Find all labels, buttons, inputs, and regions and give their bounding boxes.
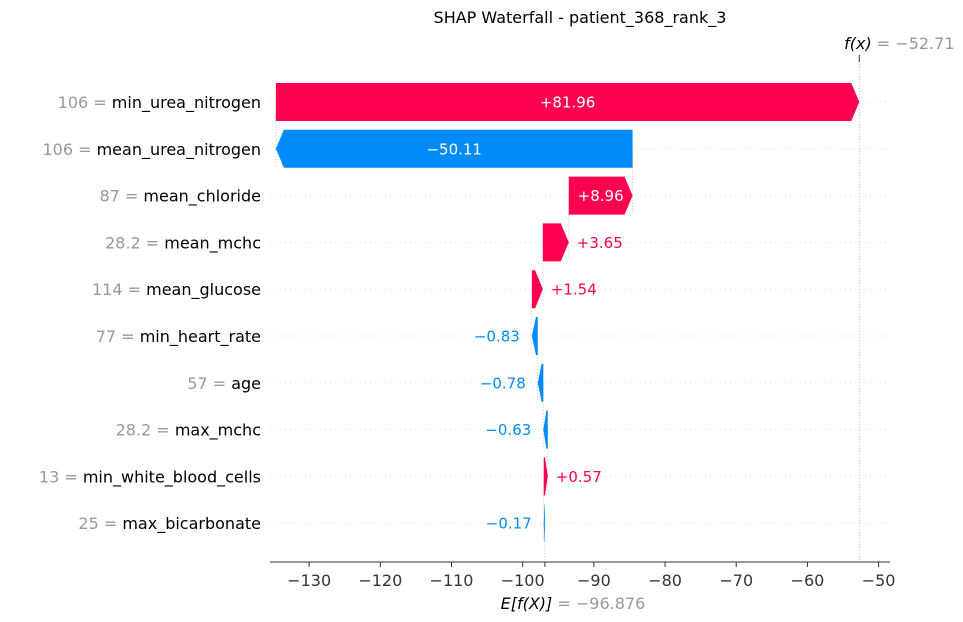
x-tick-label: −90 [577,571,611,590]
bar-value-label: +8.96 [578,187,624,205]
feature-name: max_bicarbonate [122,514,261,534]
feature-label: 28.2 = mean_mchc [105,233,261,253]
feature-value: 114 = [92,280,146,299]
feature-label: 28.2 = max_mchc [116,421,261,441]
feature-label: 114 = mean_glucose [92,280,261,300]
feature-label: 77 = min_heart_rate [96,327,261,347]
feature-name: mean_glucose [146,280,261,300]
feature-name: max_mchc [175,421,261,441]
feature-value: 77 = [96,327,140,346]
bars-group: +81.96 −50.11 +8.96 +3.65 +1.54 −0.83 −0.78 −0.… [275,83,860,543]
base-value-number: = −96.876 [557,594,645,613]
feature-label: 13 = min_white_blood_cells [39,467,261,487]
feature-name: min_urea_nitrogen [112,93,261,113]
x-tick-label: −60 [791,571,825,590]
feature-label: 87 = mean_chloride [99,187,261,207]
bar-value-label: −0.63 [485,421,531,439]
waterfall-bar [275,129,633,168]
waterfall-bar [531,270,543,309]
feature-label: 57 = age [187,374,261,393]
base-value-expr: E[f(X)] [501,594,558,613]
feature-value: 87 = [99,187,143,206]
waterfall-bar [543,457,548,496]
feature-name: min_white_blood_cells [83,467,261,487]
feature-value: 28.2 = [105,233,164,252]
feature-name: mean_urea_nitrogen [97,140,261,160]
feature-value: 106 = [42,140,96,159]
bar-value-label: +3.65 [577,234,623,252]
feature-value: 25 = [78,514,122,533]
x-tick-label: −50 [862,571,896,590]
feature-value: 28.2 = [116,421,175,440]
x-tick-label: −70 [719,571,753,590]
waterfall-bar [537,363,544,402]
feature-label: 106 = mean_urea_nitrogen [42,140,261,160]
bar-value-label: −0.78 [480,374,526,392]
bar-value-label: +1.54 [551,281,597,299]
output-value-number: = −52.71 [877,34,955,53]
waterfall-bar [542,223,569,262]
feature-value: 106 = [58,93,112,112]
feature-name: age [231,374,261,393]
x-tick-label: −110 [430,571,474,590]
x-tick-label: −120 [358,571,402,590]
x-axis: −130 −120 −110 −100 −90 −80 −70 −60 −50 [270,561,896,590]
output-value-expr: f(x) [844,34,877,53]
x-tick-label: −130 [287,571,331,590]
feature-label: 106 = min_urea_nitrogen [58,93,261,113]
feature-label: 25 = max_bicarbonate [78,514,261,534]
feature-name: min_heart_rate [140,327,261,347]
bar-value-label: +0.57 [556,468,602,486]
bar-value-label: −0.17 [486,515,532,533]
bar-value-label: +81.96 [540,94,596,112]
reference-lines: E[f(X)] = −96.876 f(x) = −52.71 [501,34,955,613]
base-value-label: E[f(X)] = −96.876 [501,594,646,613]
x-tick-label: −100 [501,571,545,590]
waterfall-bar [275,83,860,121]
waterfall-bar [568,176,633,215]
x-tick-label: −80 [648,571,682,590]
feature-name: mean_mchc [164,233,261,253]
chart-title: SHAP Waterfall - patient_368_rank_3 [434,8,727,28]
waterfall-bar [531,317,538,355]
feature-value: 13 = [39,467,83,486]
feature-value: 57 = [187,374,231,393]
bar-value-label: −0.83 [474,328,520,346]
waterfall-bar [543,410,548,449]
bar-value-label: −50.11 [426,140,482,158]
feature-name: mean_chloride [143,187,261,207]
output-value-label: f(x) = −52.71 [844,34,954,53]
